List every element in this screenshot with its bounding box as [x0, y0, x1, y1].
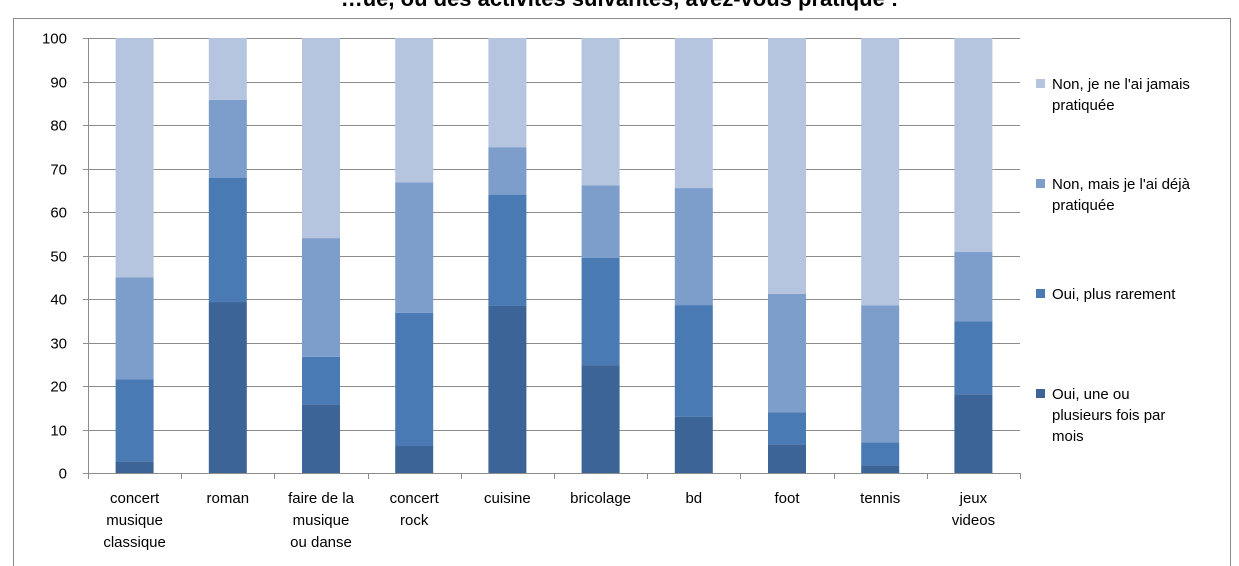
bar-segment: [302, 356, 340, 405]
x-tick-label: jeux: [959, 490, 988, 507]
legend-label: pratiquée: [1052, 197, 1115, 214]
bar-segment: [395, 446, 434, 473]
bar-segment: [208, 38, 247, 100]
bar-segment: [302, 38, 340, 239]
bar-segment: [581, 365, 620, 473]
bar-segment: [861, 38, 900, 306]
legend-swatch: [1036, 79, 1045, 88]
bar-segment: [674, 188, 713, 306]
bar-segment: [115, 461, 154, 473]
chart-frame-left: [13, 18, 14, 566]
bar-segment: [954, 38, 993, 253]
bar-segment: [674, 305, 713, 417]
bar-segment: [395, 38, 434, 183]
legend-label: Non, mais je l'ai déjà: [1052, 176, 1191, 193]
bar-segment: [115, 379, 154, 462]
bar-segment: [488, 194, 527, 306]
bar-segment: [302, 404, 340, 473]
bar-segment: [581, 38, 620, 186]
legend-swatch: [1036, 179, 1045, 188]
bar-segment: [208, 302, 247, 473]
x-tick-label: videos: [952, 512, 995, 529]
bar-segment: [861, 305, 900, 443]
x-tick-label: concert: [110, 490, 160, 507]
legend-swatch: [1036, 389, 1045, 398]
chart-frame-top: [13, 18, 1231, 19]
bar-segment: [115, 38, 154, 278]
bar-segment: [768, 412, 806, 445]
bar-segment: [861, 465, 900, 473]
bar-segment: [208, 177, 247, 303]
x-tick-label: ou danse: [290, 534, 352, 551]
y-tick-label: 40: [50, 292, 67, 309]
x-tick-label: musique: [106, 512, 163, 529]
bar-segment: [768, 38, 806, 294]
legend-label: Non, je ne l'ai jamais: [1052, 76, 1190, 93]
legend-label: Oui, plus rarement: [1052, 286, 1176, 303]
bar-segment: [768, 444, 806, 473]
bar-segment: [208, 99, 247, 178]
bar-segment: [861, 442, 900, 466]
legend-label: plusieurs fois par: [1052, 407, 1165, 424]
x-tick-label: bd: [685, 490, 702, 507]
y-tick-label: 80: [50, 118, 67, 135]
bar-segment: [954, 394, 993, 473]
legend-label: mois: [1052, 428, 1084, 445]
y-tick-label: 20: [50, 379, 67, 396]
bar-segment: [115, 277, 154, 380]
bar-segment: [768, 293, 806, 413]
bar-segment: [488, 38, 527, 148]
bar-segment: [302, 238, 340, 357]
bar-segment: [674, 416, 713, 473]
legend-swatch: [1036, 289, 1045, 298]
legend-label: pratiquée: [1052, 97, 1115, 114]
bar-segment: [488, 305, 527, 473]
x-tick-label: cuisine: [484, 490, 531, 507]
chart-title: …ue, ou des activités suivantes, avez-vo…: [0, 0, 1239, 12]
bar-segment: [581, 257, 620, 366]
x-tick-label: faire de la: [288, 490, 355, 507]
bar-segment: [488, 147, 527, 195]
x-tick-label: roman: [207, 490, 250, 507]
bar-segment: [395, 312, 434, 447]
x-tick-label: bricolage: [570, 490, 631, 507]
x-tick-label: musique: [293, 512, 350, 529]
y-tick-label: 100: [42, 31, 67, 48]
bar-segment: [674, 38, 713, 189]
y-tick-label: 50: [50, 249, 67, 266]
bar-segment: [954, 252, 993, 322]
x-tick-label: foot: [774, 490, 800, 507]
x-tick-label: rock: [400, 512, 429, 529]
x-tick-label: tennis: [860, 490, 900, 507]
y-tick-label: 70: [50, 162, 67, 179]
x-tick-label: classique: [103, 534, 166, 551]
y-tick-label: 60: [50, 205, 67, 222]
bar-segment: [581, 185, 620, 258]
bar-segment: [954, 321, 993, 395]
y-tick-label: 10: [50, 423, 67, 440]
legend-label: Oui, une ou: [1052, 386, 1130, 403]
x-tick-label: concert: [390, 490, 440, 507]
y-tick-label: 0: [59, 466, 67, 483]
bar-segment: [395, 182, 434, 313]
y-tick-label: 30: [50, 336, 67, 353]
chart-frame-right: [1230, 18, 1231, 566]
y-tick-label: 90: [50, 75, 67, 92]
